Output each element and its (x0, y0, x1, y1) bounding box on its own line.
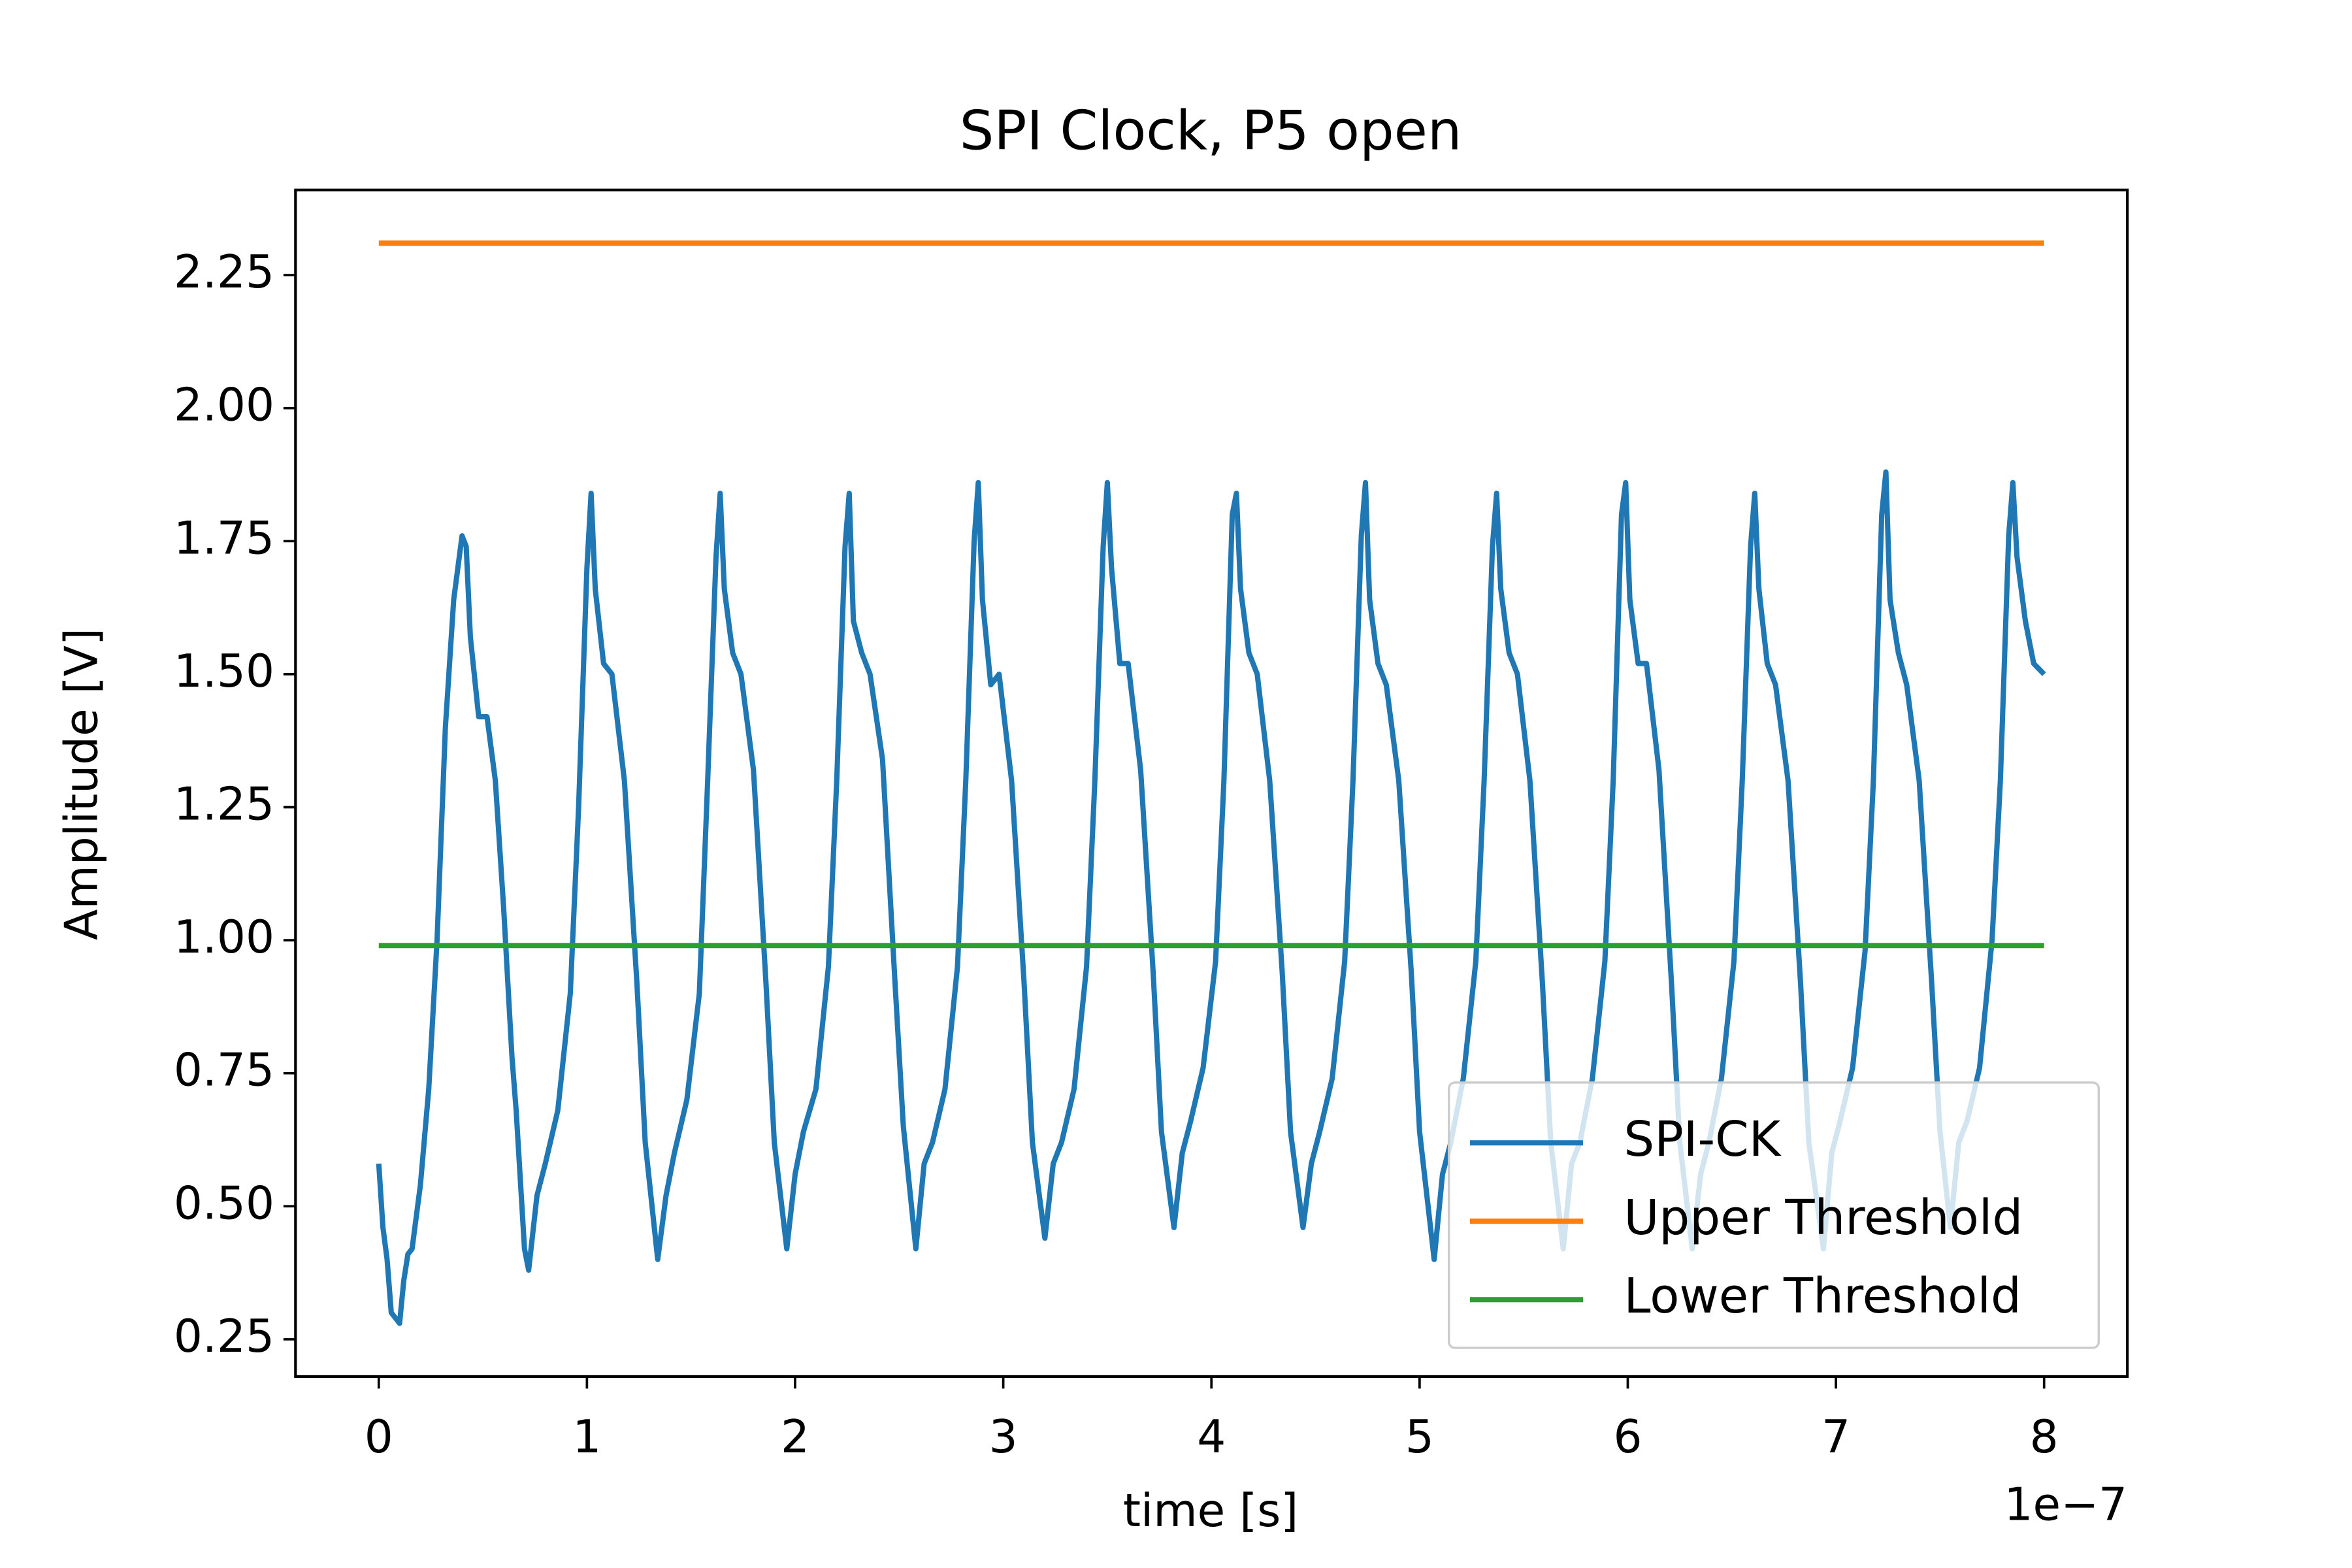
x-tick-label: 3 (989, 1411, 1018, 1463)
x-axis-label: time [s] (1123, 1485, 1298, 1537)
plot-frame (294, 188, 2129, 1378)
y-tick-label: 0.75 (174, 1045, 274, 1097)
x-tick-label: 4 (1197, 1411, 1226, 1463)
legend-label: SPI-CK (1624, 1111, 1781, 1168)
legend-label: Upper Threshold (1624, 1190, 2023, 1246)
x-tick-label: 5 (1405, 1411, 1434, 1463)
x-tick-label: 0 (365, 1411, 393, 1463)
y-tick-label: 1.25 (174, 779, 274, 831)
y-tick-label: 1.75 (174, 512, 274, 564)
x-tick-label: 6 (1613, 1411, 1642, 1463)
legend-box (1447, 1081, 2100, 1349)
y-tick-label: 1.00 (174, 911, 274, 964)
x-offset-label: 1e−7 (2004, 1479, 2127, 1531)
y-tick-label: 0.50 (174, 1177, 274, 1230)
series-line (376, 469, 2046, 1326)
x-tick-label: 1 (572, 1411, 601, 1463)
x-tick-label: 7 (1821, 1411, 1850, 1463)
chart-title: SPI Clock, P5 open (960, 99, 1462, 162)
x-tick-label: 8 (2030, 1411, 2059, 1463)
legend: SPI-CK Upper Threshold Lower Threshold (1447, 1081, 2100, 1349)
x-tick-label: 2 (781, 1411, 809, 1463)
y-tick-label: 2.00 (174, 380, 274, 432)
y-tick-label: 2.25 (174, 246, 274, 299)
y-axis-label: Amplitude [V] (56, 628, 108, 940)
y-tick-label: 0.25 (174, 1311, 274, 1363)
y-tick-label: 1.50 (174, 645, 274, 698)
legend-label: Lower Threshold (1624, 1268, 2021, 1324)
